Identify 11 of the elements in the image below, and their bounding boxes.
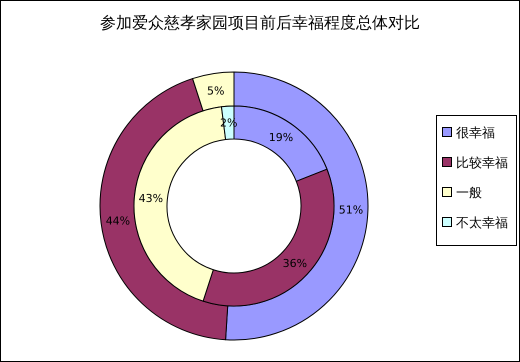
- legend-label: 一般: [456, 186, 482, 201]
- chart-title: 参加爱众慈孝家园项目前后幸福程度总体对比: [100, 13, 420, 32]
- data-label: 36%: [282, 257, 308, 270]
- legend-label: 不太幸福: [456, 216, 508, 231]
- data-label: 19%: [268, 130, 294, 144]
- data-label: 51%: [338, 204, 364, 217]
- data-label: 43%: [138, 192, 164, 206]
- legend-label: 很幸福: [456, 126, 495, 141]
- data-label: 5%: [206, 84, 224, 98]
- legend-label: 比较幸福: [456, 156, 508, 171]
- data-label: 44%: [106, 214, 130, 228]
